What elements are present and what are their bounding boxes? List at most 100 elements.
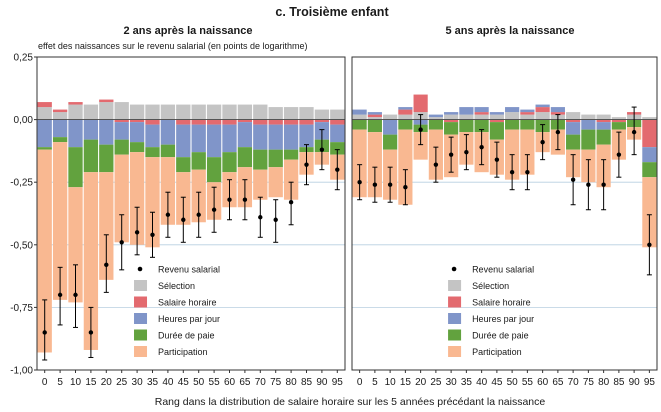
- bar-segment: [52, 119, 68, 138]
- x-tick-label: 35: [461, 377, 473, 388]
- data-point: [357, 180, 362, 185]
- x-tick-label: 75: [583, 377, 595, 388]
- x-tick-label: 10: [70, 377, 82, 388]
- data-point: [104, 262, 109, 268]
- panel-title-left: 2 ans après la naissance: [123, 25, 252, 37]
- x-tick-label: 85: [301, 377, 313, 388]
- data-point: [631, 129, 637, 135]
- data-point: [540, 139, 545, 145]
- bar-segment: [52, 109, 68, 113]
- bar-segment: [474, 114, 489, 120]
- bar-segment: [520, 129, 535, 175]
- legend-swatch: [134, 329, 148, 341]
- x-tick-label: 30: [132, 377, 144, 388]
- bar-segment: [129, 122, 145, 143]
- bar-segment: [398, 114, 413, 120]
- data-point: [464, 149, 469, 155]
- bar-segment: [83, 104, 99, 120]
- bar-segment: [68, 187, 83, 303]
- x-tick-label: 25: [430, 377, 442, 388]
- bar-segment: [268, 119, 283, 125]
- data-point: [319, 147, 325, 152]
- plot-frame: [351, 56, 658, 371]
- legend-swatch: [134, 313, 148, 324]
- bar-segment: [413, 132, 428, 160]
- x-tick-label: 65: [239, 377, 251, 388]
- bar-segment: [566, 112, 581, 120]
- bar-segment: [505, 119, 520, 130]
- bar-segment: [474, 119, 489, 133]
- bar-segment: [642, 147, 657, 163]
- bar-segment: [145, 124, 160, 148]
- bar-segment: [129, 152, 145, 245]
- legend-marker-revenu: [137, 266, 143, 272]
- legend-label: Revenu salarial: [472, 265, 534, 275]
- bar-segment: [37, 119, 52, 148]
- bar-segment: [237, 104, 253, 120]
- bar-segment: [611, 119, 626, 123]
- x-tick-label: 60: [537, 377, 549, 388]
- data-point: [479, 144, 484, 150]
- x-tick-label: 60: [224, 377, 236, 388]
- bar-segment: [383, 134, 398, 150]
- bar-segment: [383, 114, 398, 120]
- bar-segment: [299, 119, 314, 125]
- data-point: [88, 330, 94, 335]
- bar-segment: [474, 112, 489, 115]
- x-tick-label: 10: [385, 377, 397, 388]
- x-tick-label: 0: [357, 377, 363, 388]
- legend-swatch: [448, 280, 462, 291]
- bar-segment: [114, 122, 129, 140]
- data-point: [433, 162, 439, 167]
- x-tick-label: 65: [552, 377, 564, 388]
- bar-segment: [99, 144, 114, 173]
- x-axis-label: Rang dans la distribution de salaire hor…: [155, 396, 546, 408]
- bar-segment: [428, 114, 443, 118]
- bar-segment: [176, 104, 191, 120]
- bar-segment: [83, 139, 99, 173]
- x-tick-label: 85: [613, 377, 625, 388]
- bar-segment: [114, 102, 129, 120]
- bar-segment: [52, 137, 68, 143]
- bar-segment: [283, 149, 299, 160]
- panel-left: 0,25 0,00 -0,25 -0,50 -0,75 -1,00 0 5 10 15 20 25 30…: [10, 53, 346, 388]
- bar-segment: [550, 112, 565, 115]
- legend-swatch: [134, 280, 148, 291]
- bar-segment: [535, 104, 550, 108]
- bar-segment: [330, 142, 345, 155]
- figure-title: c. Troisième enfant: [275, 5, 389, 19]
- data-point: [570, 177, 576, 182]
- x-tick-label: 90: [629, 377, 641, 388]
- legend-label: Heures par jour: [472, 314, 534, 324]
- bar-segment: [160, 144, 176, 158]
- bar-segment: [99, 99, 114, 103]
- bar-segment: [268, 107, 283, 120]
- y-tick-label: -1,00: [10, 366, 33, 377]
- bar-segment: [330, 109, 345, 120]
- panel-right: 0 5 10 15 20 25 30 35 40 45 50 55 60 65 70 75 80 85 90 95 Re…: [351, 56, 658, 388]
- bar-segment: [237, 119, 253, 123]
- bar-segment: [129, 142, 145, 153]
- y-tick-label: -0,50: [10, 240, 33, 251]
- bar-segment: [68, 147, 83, 188]
- bar-segment: [206, 124, 222, 158]
- bar-segment: [253, 119, 268, 125]
- legend-swatch: [448, 296, 462, 308]
- legend-label: Heures par jour: [158, 314, 220, 324]
- bar-segment: [191, 119, 206, 125]
- bar-segment: [352, 114, 367, 120]
- legend-swatch: [448, 313, 462, 324]
- data-point: [509, 169, 515, 175]
- data-point: [335, 167, 340, 172]
- bar-segment: [253, 149, 268, 170]
- bar-segment: [489, 114, 504, 120]
- x-tick-label: 40: [476, 377, 488, 388]
- x-tick-label: 95: [332, 377, 344, 388]
- bar-segment: [314, 109, 330, 120]
- x-tick-label: 40: [162, 377, 174, 388]
- bar-segment: [642, 119, 657, 148]
- data-point: [273, 217, 278, 222]
- bar-segment: [206, 119, 222, 125]
- data-point: [304, 162, 309, 167]
